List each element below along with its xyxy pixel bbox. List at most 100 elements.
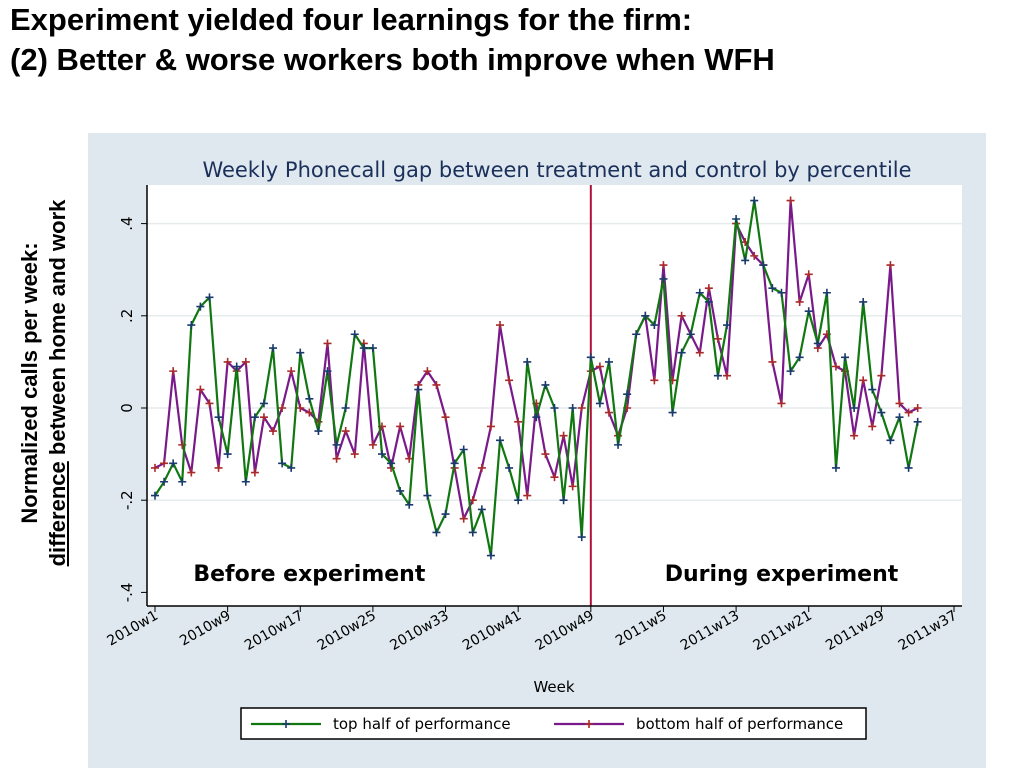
data-point <box>396 486 405 495</box>
data-point <box>305 394 314 403</box>
data-point <box>786 367 795 376</box>
data-point <box>450 459 459 468</box>
data-point <box>595 362 604 371</box>
data-point <box>904 408 913 417</box>
data-point <box>269 427 278 436</box>
data-point <box>768 357 777 366</box>
data-point <box>523 357 532 366</box>
data-point <box>877 371 886 380</box>
y-axis-title: Normalized calls per week: difference be… <box>16 148 72 618</box>
y-tick-label: .2 <box>118 309 136 323</box>
chart-title: Weekly Phonecall gap between treatment a… <box>202 158 911 182</box>
series-top-half <box>151 196 922 560</box>
data-point <box>296 404 305 412</box>
data-point <box>913 417 922 426</box>
legend-label: top half of performance <box>333 715 511 733</box>
data-point <box>795 353 804 362</box>
y-axis-title-line-1: Normalized calls per week: <box>17 242 42 524</box>
data-point <box>777 399 786 408</box>
x-axis-title: Week <box>533 678 574 696</box>
data-point <box>604 408 613 417</box>
data-point <box>350 330 359 339</box>
data-point <box>831 463 840 472</box>
data-point <box>278 404 287 412</box>
y-axis-title-area: Normalized calls per week: difference be… <box>0 133 88 768</box>
data-point <box>314 427 323 436</box>
data-point <box>541 380 550 389</box>
data-point <box>668 408 677 417</box>
y-tick-label: -.2 <box>118 490 136 510</box>
data-point <box>250 413 259 422</box>
data-point <box>441 510 450 519</box>
data-point <box>868 385 877 394</box>
data-point <box>623 390 632 399</box>
data-point <box>496 436 505 445</box>
data-point <box>169 459 178 468</box>
data-point <box>341 427 350 436</box>
data-point <box>550 404 559 412</box>
data-point <box>695 288 704 297</box>
data-point <box>368 440 377 449</box>
data-point <box>713 371 722 380</box>
data-point <box>841 353 850 362</box>
data-point <box>387 459 396 468</box>
data-point <box>223 450 232 459</box>
data-point <box>850 404 859 412</box>
data-point <box>677 348 686 357</box>
data-point <box>886 436 895 445</box>
data-point <box>486 422 495 431</box>
data-point <box>768 284 777 293</box>
data-point <box>269 344 278 353</box>
data-point <box>732 214 741 223</box>
data-point <box>831 362 840 371</box>
data-point <box>822 288 831 297</box>
data-point <box>886 261 895 270</box>
data-point <box>305 408 314 417</box>
y-axis-title-underlined: difference <box>45 461 70 567</box>
legend-marker <box>585 720 593 728</box>
data-point <box>586 353 595 362</box>
data-point <box>505 463 514 472</box>
data-point <box>468 528 477 537</box>
data-point <box>895 399 904 408</box>
data-point <box>550 473 559 482</box>
data-point <box>241 357 250 366</box>
data-point <box>804 307 813 316</box>
y-tick-label: -.4 <box>118 583 136 603</box>
data-point <box>214 413 223 422</box>
data-point <box>686 330 695 339</box>
data-point <box>205 293 214 302</box>
data-point <box>723 321 732 330</box>
y-axis-title-line-2: difference between home and work <box>44 148 72 618</box>
data-point <box>859 297 868 306</box>
legend: top half of performance bottom half of pe… <box>240 707 867 740</box>
data-point <box>323 339 332 348</box>
y-axis-title-rest: between home and work <box>45 199 70 462</box>
plot-area <box>147 185 962 606</box>
data-point <box>477 505 486 514</box>
data-point <box>214 463 223 472</box>
data-point <box>414 385 423 394</box>
data-point <box>377 450 386 459</box>
data-point <box>777 288 786 297</box>
data-point <box>541 450 550 459</box>
data-point <box>160 477 169 486</box>
data-point <box>650 321 659 330</box>
data-point <box>196 302 205 311</box>
data-point <box>151 463 159 472</box>
slide-title-line-1: Experiment yielded four learnings for th… <box>10 2 693 37</box>
legend-box <box>240 707 867 740</box>
legend-item: top half of performance <box>251 715 511 733</box>
data-point <box>323 367 332 376</box>
data-point <box>704 297 713 306</box>
data-point <box>341 404 350 412</box>
data-point <box>459 514 468 523</box>
data-point <box>477 463 486 472</box>
data-point <box>332 454 341 463</box>
data-point <box>423 367 432 376</box>
data-point <box>704 284 713 293</box>
data-point <box>913 404 922 412</box>
data-point <box>559 431 568 440</box>
data-point <box>723 371 732 380</box>
data-point <box>759 261 768 270</box>
